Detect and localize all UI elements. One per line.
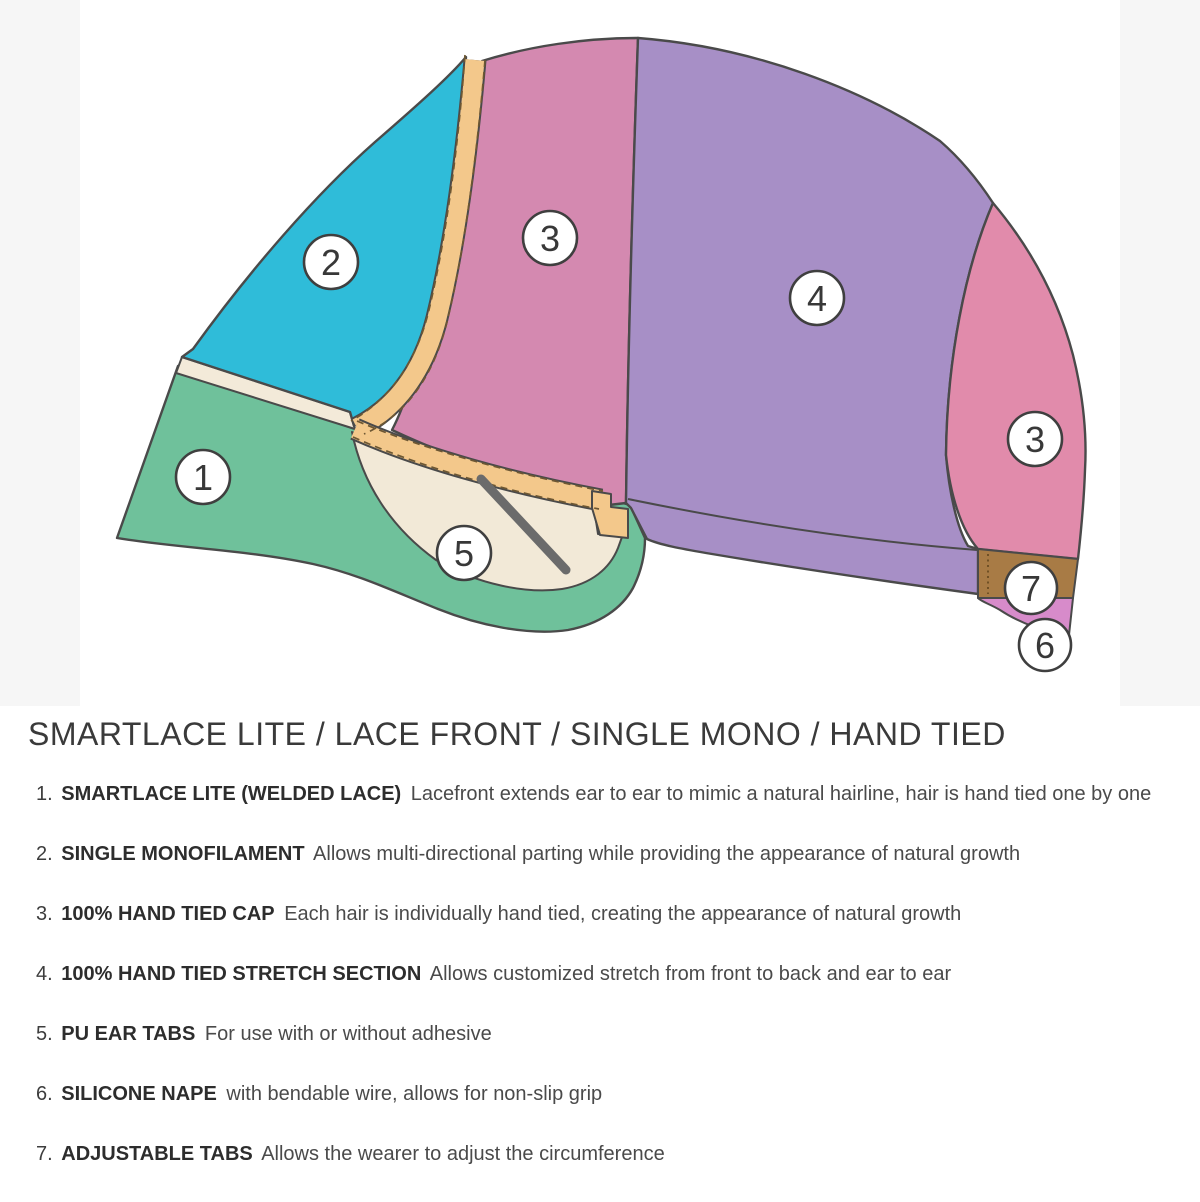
page-title: SMARTLACE LITE / LACE FRONT / SINGLE MON… xyxy=(28,716,1006,752)
stitch-line xyxy=(352,436,600,510)
legend-label: 100% HAND TIED CAP xyxy=(61,903,275,925)
legend-label: PU EAR TABS xyxy=(61,1023,196,1045)
legend-number: 5. xyxy=(36,1023,53,1045)
legend-number: 7. xyxy=(36,1143,53,1165)
lace-band-step xyxy=(591,490,629,539)
marker-7: 7 xyxy=(1003,560,1059,616)
stitch-line xyxy=(363,59,486,435)
lace-band-vertical xyxy=(352,59,485,437)
legend-description: with bendable wire, allows for non-slip … xyxy=(226,1083,603,1105)
marker-2: 2 xyxy=(302,233,360,291)
legend-item-single-monofilament: 2. SINGLE MONOFILAMENT Allows multi-dire… xyxy=(36,842,1196,866)
stitch-line xyxy=(356,420,604,492)
svg-text:4: 4 xyxy=(807,278,827,319)
stitch-line xyxy=(350,54,466,422)
legend-label: ADJUSTABLE TABS xyxy=(61,1143,253,1165)
legend-number: 3. xyxy=(36,903,53,925)
right-margin-strip xyxy=(1120,0,1200,706)
legend-item-adjustable-tabs: 7. ADJUSTABLE TABS Allows the wearer to … xyxy=(36,1142,1196,1166)
svg-text:3: 3 xyxy=(540,218,560,259)
stretch-seam-line xyxy=(627,498,978,551)
wig-cap-diagram: 1 2 3 4 3 5 7 6 xyxy=(0,0,1200,706)
marker-1: 1 xyxy=(174,448,232,506)
svg-text:1: 1 xyxy=(193,457,213,498)
left-margin-strip xyxy=(0,0,80,706)
marker-3-right: 3 xyxy=(1006,410,1064,468)
legend-item-smartlace-lite: 1. SMARTLACE LITE (WELDED LACE) Lacefron… xyxy=(36,782,1196,806)
svg-text:3: 3 xyxy=(1025,419,1045,460)
legend-label: SILICONE NAPE xyxy=(61,1083,217,1105)
legend-number: 6. xyxy=(36,1083,53,1105)
section-hand-tied-cap-right xyxy=(944,201,1087,561)
legend-item-pu-ear-tabs: 5. PU EAR TABS For use with or without a… xyxy=(36,1022,1196,1046)
marker-5: 5 xyxy=(435,524,493,582)
svg-text:5: 5 xyxy=(454,533,474,574)
svg-text:2: 2 xyxy=(321,242,341,283)
legend-item-stretch-section: 4. 100% HAND TIED STRETCH SECTION Allows… xyxy=(36,962,1196,986)
marker-3-left: 3 xyxy=(521,209,579,267)
svg-text:6: 6 xyxy=(1035,625,1055,666)
legend-description: Lacefront extends ear to ear to mimic a … xyxy=(410,783,1152,805)
svg-text:7: 7 xyxy=(1021,568,1041,609)
legend-number: 2. xyxy=(36,843,53,865)
legend-item-hand-tied-cap: 3. 100% HAND TIED CAP Each hair is indiv… xyxy=(36,902,1196,926)
marker-6: 6 xyxy=(1017,617,1073,673)
legend-description: For use with or without adhesive xyxy=(204,1023,492,1045)
lace-band-horizontal xyxy=(351,420,603,510)
legend-label: SMARTLACE LITE (WELDED LACE) xyxy=(61,783,402,805)
legend-item-silicone-nape: 6. SILICONE NAPE with bendable wire, all… xyxy=(36,1082,1196,1106)
legend: 1. SMARTLACE LITE (WELDED LACE) Lacefron… xyxy=(36,782,1196,1202)
legend-number: 4. xyxy=(36,963,53,985)
legend-label: SINGLE MONOFILAMENT xyxy=(61,843,305,865)
legend-number: 1. xyxy=(36,783,53,805)
marker-4: 4 xyxy=(788,269,846,327)
legend-description: Each hair is individually hand tied, cre… xyxy=(284,903,962,925)
legend-label: 100% HAND TIED STRETCH SECTION xyxy=(61,963,422,985)
ear-tab-wire xyxy=(476,474,571,575)
legend-description: Allows multi-directional parting while p… xyxy=(313,843,1021,865)
legend-description: Allows customized stretch from front to … xyxy=(429,963,952,985)
legend-description: Allows the wearer to adjust the circumfe… xyxy=(261,1143,665,1165)
